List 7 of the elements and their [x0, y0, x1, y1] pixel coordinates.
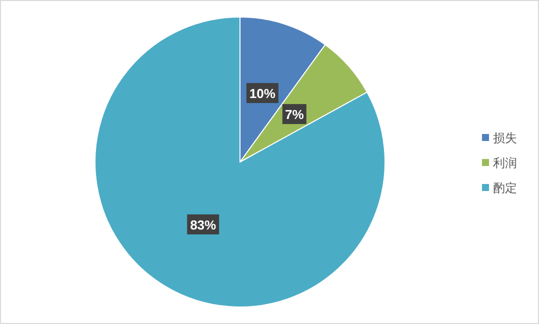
legend-label: 利润: [493, 156, 517, 170]
legend-label: 酌定: [493, 181, 517, 195]
legend-label: 损失: [493, 131, 517, 145]
data-label: 7%: [284, 107, 304, 122]
data-label: 10%: [249, 86, 276, 102]
pie-slice: [94, 16, 386, 308]
data-label: 83%: [190, 217, 217, 232]
